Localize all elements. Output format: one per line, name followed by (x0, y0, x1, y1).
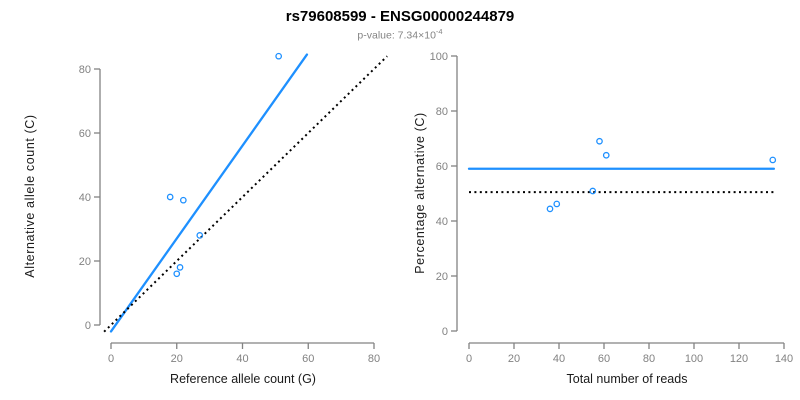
y-tick-label: 40 (79, 192, 91, 204)
data-point (589, 187, 597, 195)
x-tick-label: 40 (553, 353, 565, 365)
y-tick-label: 100 (430, 51, 448, 63)
identity-line (103, 55, 388, 333)
x-tick-label: 0 (466, 353, 472, 365)
y-tick-label: 0 (442, 326, 448, 338)
data-point (275, 52, 283, 60)
data-point (546, 205, 554, 213)
x-tick-label: 140 (775, 353, 793, 365)
y-tick-label: 80 (79, 64, 91, 76)
x-tick-label: 100 (685, 353, 703, 365)
data-point (166, 193, 174, 201)
y-tick-label: 0 (85, 320, 91, 332)
left-plot-group: 0 20 40 60 80 0 20 40 60 80 (79, 52, 388, 365)
data-point (179, 196, 187, 204)
left-x-axis-title: Reference allele count (G) (170, 372, 316, 386)
x-tick-label: 80 (368, 353, 380, 365)
y-tick-label: 60 (79, 128, 91, 140)
data-point (602, 151, 610, 159)
x-tick-label: 60 (302, 353, 314, 365)
right-plot-group: 0 20 40 60 80 100 0 20 40 60 80 100 120 140 (430, 51, 794, 365)
left-y-axis-title: Alternative allele count (C) (23, 114, 37, 278)
x-tick-label: 20 (508, 353, 520, 365)
data-point (176, 264, 184, 271)
p-value-text: p-value: 7.34×10 (357, 29, 436, 42)
data-point (196, 232, 204, 239)
figure-subtitle: p-value: 7.34×10-4 (0, 27, 800, 42)
data-point (173, 270, 181, 278)
x-tick-label: 0 (108, 353, 114, 365)
x-tick-label: 120 (730, 353, 748, 365)
right-y-axis-title: Percentage alternative (C) (413, 112, 427, 274)
right-x-axis-title: Total number of reads (566, 372, 688, 386)
fitted-allelic-ratio-line (109, 53, 309, 333)
p-value-exponent: -4 (435, 27, 443, 36)
x-tick-label: 40 (236, 353, 248, 365)
figure-title: rs79608599 - ENSG00000244879 (285, 8, 515, 25)
y-tick-label: 20 (79, 256, 91, 268)
y-tick-label: 60 (436, 161, 448, 173)
data-point (553, 200, 561, 208)
data-point (769, 156, 777, 164)
x-tick-label: 60 (598, 353, 610, 365)
y-tick-label: 80 (436, 106, 448, 118)
x-tick-label: 20 (171, 353, 183, 365)
y-tick-label: 40 (436, 216, 448, 228)
y-tick-label: 20 (436, 271, 448, 283)
data-point (596, 137, 603, 145)
x-tick-label: 80 (643, 353, 655, 365)
